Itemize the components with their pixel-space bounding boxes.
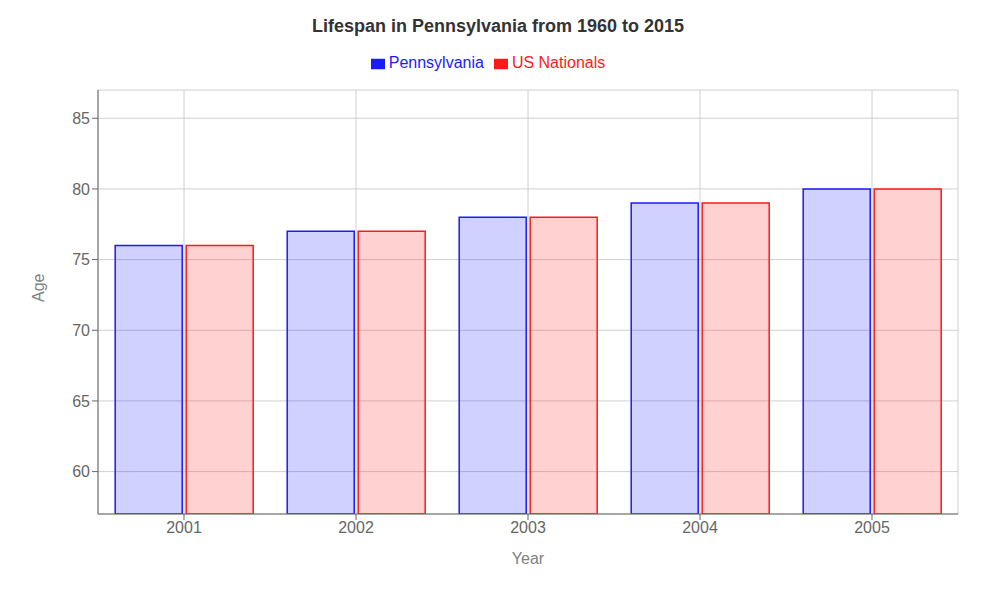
svg-text:2003: 2003 xyxy=(510,519,546,536)
svg-text:Age: Age xyxy=(30,273,47,302)
svg-text:75: 75 xyxy=(72,251,90,268)
svg-text:60: 60 xyxy=(72,463,90,480)
svg-text:2004: 2004 xyxy=(682,519,718,536)
svg-text:65: 65 xyxy=(72,393,90,410)
html-text:US Nationals: US Nationals xyxy=(511,54,606,71)
svg-text:2005: 2005 xyxy=(854,519,890,536)
svg-text:80: 80 xyxy=(72,181,90,198)
svg-text:85: 85 xyxy=(72,110,90,127)
svg-text:Year: Year xyxy=(512,550,545,567)
svg-text:2002: 2002 xyxy=(338,519,374,536)
svg-text:70: 70 xyxy=(72,322,90,339)
svg-text:2001: 2001 xyxy=(166,519,202,536)
html-text:Lifespan in Pennsylvania from: Lifespan in Pennsylvania from 1960 to 20… xyxy=(311,16,685,36)
html-text:Pennsylvania: Pennsylvania xyxy=(388,54,484,71)
